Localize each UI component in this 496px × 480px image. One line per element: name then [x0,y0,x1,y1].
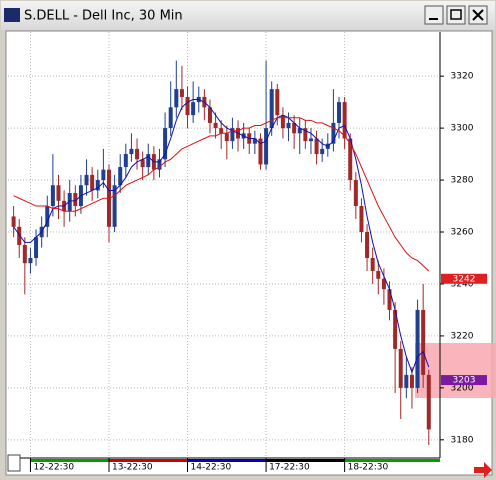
candle-body [56,185,61,201]
price-marker [441,273,487,284]
candle-body [213,122,218,129]
scroll-box[interactable] [7,454,21,472]
candle-body [140,159,145,168]
candle-body [342,102,347,139]
candle-body [393,309,398,349]
candle-body [11,216,16,227]
candle-body [337,102,342,123]
ma-line [13,99,430,374]
candle-body [308,138,313,142]
candle-body [252,138,257,144]
candle-body [219,128,224,134]
candle-body [146,154,151,168]
x-tick-label: 12-22:30 [33,463,74,473]
candle-body [415,309,420,388]
day-bar [344,459,440,462]
day-bar [30,459,109,462]
candle-body [45,206,50,227]
y-tick-label: 3180 [451,435,474,445]
candle-body [303,128,308,142]
y-tick-label: 3320 [451,72,474,82]
candle-body [95,180,100,191]
candle-body [67,193,72,212]
y-tick-label: 3200 [451,383,474,393]
price-marker [441,375,487,386]
candle-body [387,289,392,310]
scroll-arrow[interactable] [474,462,492,478]
candle-body [17,226,22,245]
day-bar [266,459,345,462]
candle-body [90,174,95,191]
candle-body [28,257,33,264]
candle-body [409,374,414,388]
candle-body [264,128,269,165]
y-tick-label: 3260 [451,228,474,238]
window-title: S.DELL - Dell Inc, 30 Min [24,9,183,24]
candle-body [34,237,39,258]
candle-body [331,122,336,144]
candle-body [22,245,27,264]
y-tick-label: 3300 [451,124,474,134]
candle-body [185,96,190,116]
title-bar [1,1,495,30]
candle-body [118,167,123,186]
candle-body [404,374,409,388]
candle-body [370,257,375,271]
x-tick-label: 17-22:30 [269,463,310,473]
candle-body [174,89,179,108]
candle-body [365,232,370,258]
candle-body [286,122,291,129]
candle-body [275,89,280,116]
window-buttons[interactable] [424,5,488,25]
candle-body [421,309,426,375]
candle-body [207,107,212,123]
candle-body [163,128,168,160]
x-tick-label: 14-22:30 [191,463,232,473]
candle-body [359,206,364,233]
candle-body [314,138,319,155]
ma-line [13,117,430,272]
candle-body [297,128,302,134]
candle-body [320,148,325,155]
candle-body [191,102,196,116]
candle-body [280,115,285,129]
candle-body [179,89,184,97]
candle-body [230,128,235,142]
chart-panel [5,30,493,476]
candle-body [157,159,162,170]
candle-body [224,133,229,142]
candle-body [353,180,358,207]
day-bar [187,459,267,462]
price-marker-label: 3203 [453,376,476,386]
y-tick-label: 3280 [451,176,474,186]
candle-body [381,278,386,290]
candle-body [112,185,117,227]
candle-body [101,169,106,181]
candle-body [258,138,263,165]
x-tick-label: 18-22:30 [348,463,389,473]
candle-body [426,374,431,430]
candle-body [376,270,381,279]
candle-body [292,122,297,134]
candle-body [84,174,89,186]
y-tick-label: 3240 [451,279,474,289]
candle-body [73,193,78,207]
candle-body [129,148,134,155]
candle-body [50,185,55,207]
day-bar [108,459,188,462]
app-icon [4,8,20,22]
candle-body [269,89,274,129]
candle-body [348,138,353,181]
x-tick-label: 13-22:30 [112,463,153,473]
candle-body [398,348,403,388]
y-tick-label: 3220 [451,331,474,341]
candle-body [123,154,128,168]
candle-body [135,148,140,160]
price-marker-label: 3242 [453,274,476,284]
candle-body [168,107,173,129]
